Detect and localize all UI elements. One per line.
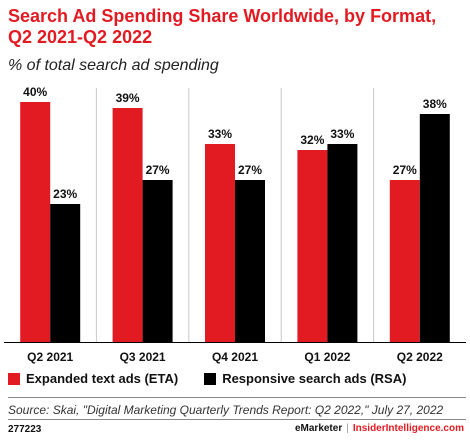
legend-label-rsa: Responsive search ads (RSA) <box>222 371 407 386</box>
legend: Expanded text ads (ETA) Responsive searc… <box>8 371 432 386</box>
chart-subtitle: % of total search ad spending <box>8 57 219 74</box>
brand: eMarketer | InsiderIntelligence.com <box>295 423 464 434</box>
divider-bottom <box>8 419 466 420</box>
legend-item-rsa: Responsive search ads (RSA) <box>204 371 406 386</box>
x-tick-label-0: Q2 2021 <box>27 350 73 364</box>
x-tick-label-2: Q4 2021 <box>212 350 258 364</box>
bar-rsa-2 <box>235 180 265 342</box>
bar-chart: 40% 23% Q2 2021 39% 27% Q3 2021 33% 27% Q4 2021 3… <box>4 85 466 364</box>
x-tick-label-4: Q2 2022 <box>397 350 443 364</box>
data-label-rsa-3: 33% <box>330 127 354 141</box>
bar-rsa-3 <box>327 144 358 342</box>
x-tick-label-3: Q1 2022 <box>304 350 350 364</box>
data-label-rsa-1: 27% <box>146 163 170 177</box>
chart-id: 277223 <box>8 424 42 435</box>
x-tick-label-1: Q3 2021 <box>120 350 166 364</box>
data-label-rsa-4: 38% <box>423 97 447 111</box>
legend-item-eta: Expanded text ads (ETA) <box>8 371 178 386</box>
brand-insiderintelligence: InsiderIntelligence.com <box>352 423 464 434</box>
brand-separator: | <box>346 423 349 434</box>
bar-eta-3 <box>297 150 328 342</box>
divider-top <box>8 397 466 398</box>
bar-eta-2 <box>205 144 235 342</box>
bar-eta-0 <box>20 102 51 342</box>
legend-label-eta: Expanded text ads (ETA) <box>26 371 179 386</box>
data-label-rsa-0: 23% <box>53 187 77 201</box>
legend-swatch-eta <box>8 372 20 385</box>
data-label-eta-0: 40% <box>23 85 47 99</box>
bar-eta-4 <box>389 180 420 342</box>
data-label-eta-1: 39% <box>116 91 140 105</box>
data-label-eta-4: 27% <box>393 163 417 177</box>
bar-rsa-1 <box>142 180 173 342</box>
data-label-rsa-2: 27% <box>238 163 262 177</box>
brand-emarketer: eMarketer <box>294 423 343 434</box>
chart-title: Search Ad Spending Share Worldwide, by F… <box>8 6 437 47</box>
source-note: Source: Skai, "Digital Marketing Quarter… <box>8 403 444 417</box>
bar-rsa-0 <box>50 204 81 342</box>
bar-eta-1 <box>112 108 143 342</box>
data-label-eta-2: 33% <box>208 127 232 141</box>
legend-swatch-rsa <box>204 372 217 385</box>
data-label-eta-3: 32% <box>300 133 324 147</box>
bar-rsa-4 <box>419 114 450 342</box>
